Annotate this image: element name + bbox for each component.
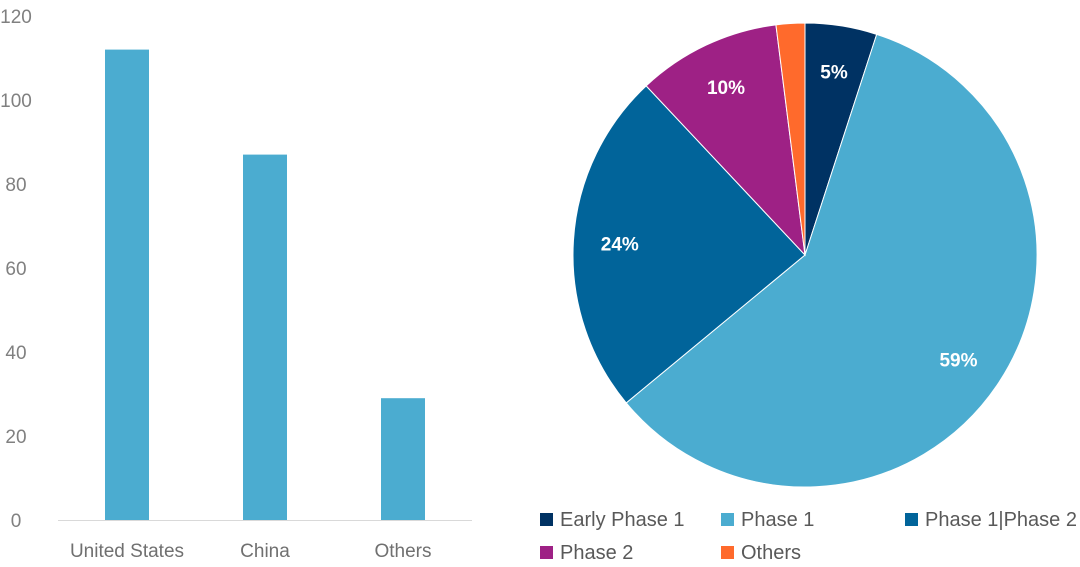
slice-data-label: 24% [601,234,639,255]
pie-slice [775,22,806,256]
y-tick-label: 40 [5,343,26,364]
legend-swatch [721,513,734,526]
pie-slice [572,85,806,404]
legend-label: Phase 1|Phase 2 [925,509,1077,531]
y-tick-label: 60 [5,259,26,280]
legend-label: Phase 2 [560,542,633,564]
pie-chart: 5% 59% 24% 10% [572,22,1038,488]
y-tick-label: 20 [5,427,26,448]
legend-swatch [721,546,734,559]
bar [105,49,149,520]
y-tick-label: 120 [0,7,32,28]
x-tick-label: Others [374,541,431,562]
slice-data-label: 10% [707,78,745,99]
legend-label: Phase 1 [741,509,814,531]
slice-data-label: 5% [820,63,848,84]
slice-data-label: 59% [939,350,977,371]
legend-label: Others [741,542,801,564]
pie-slice [625,33,1038,488]
bar [243,154,287,520]
x-tick-label: China [240,541,290,562]
y-tick-label: 0 [11,511,22,532]
bar [381,398,425,520]
pie-slice [645,24,806,257]
bar-chart: 0 20 40 60 80 100 120 United States China Others [0,7,472,562]
y-tick-label: 100 [0,91,32,112]
legend-label: Early Phase 1 [560,509,685,531]
legend-swatch [905,513,918,526]
x-tick-label: United States [70,541,184,562]
legend-swatch [540,546,553,559]
y-tick-label: 80 [5,175,26,196]
legend-swatch [540,513,553,526]
pie-legend: Early Phase 1 Phase 1 Phase 1|Phase 2 Phase… [540,509,1077,564]
